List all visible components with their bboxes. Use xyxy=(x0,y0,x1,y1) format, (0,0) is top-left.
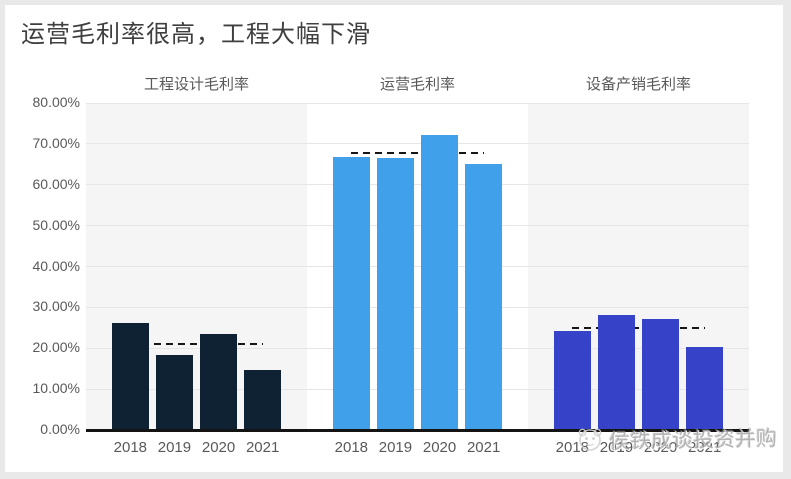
x-axis-tick-label: 2019 xyxy=(157,439,192,456)
bar xyxy=(685,347,724,430)
x-axis-tick-label: 2020 xyxy=(643,439,678,456)
chart-group-title: 工程设计毛利率 xyxy=(143,76,249,93)
x-axis-tick-label: 2018 xyxy=(555,439,590,456)
y-axis-tick-label: 30.00% xyxy=(32,298,80,315)
bar xyxy=(597,314,636,430)
gridline xyxy=(86,388,749,390)
chart-title: 运营毛利率很高，工程大幅下滑 xyxy=(21,21,371,48)
gridline xyxy=(86,184,749,186)
x-axis-tick-label: 2018 xyxy=(334,439,369,456)
bar xyxy=(641,318,680,430)
bar xyxy=(376,157,415,430)
x-axis-tick-label: 2018 xyxy=(113,439,148,456)
gridline xyxy=(86,225,749,227)
gridline xyxy=(86,347,749,349)
average-dashed-line xyxy=(351,152,484,155)
x-axis-line xyxy=(86,429,749,432)
bar xyxy=(464,163,503,430)
chart-group-title: 设备产销毛利率 xyxy=(585,76,691,93)
bar xyxy=(155,354,194,430)
chart-group-title: 运营毛利率 xyxy=(379,76,455,93)
y-axis-tick-label: 80.00% xyxy=(32,94,80,110)
x-axis-tick-label: 2021 xyxy=(245,439,280,456)
y-axis-tick-label: 20.00% xyxy=(32,339,80,356)
bar xyxy=(332,156,371,430)
bar xyxy=(553,331,592,430)
y-axis-tick-label: 50.00% xyxy=(32,216,80,233)
y-axis-tick-label: 10.00% xyxy=(32,380,80,397)
gridline xyxy=(86,306,749,308)
average-dashed-line xyxy=(572,326,705,329)
y-axis-tick-label: 40.00% xyxy=(32,257,80,274)
x-axis-tick-label: 2021 xyxy=(687,439,722,456)
y-axis-tick-label: 60.00% xyxy=(32,175,80,192)
x-axis-tick-label: 2019 xyxy=(378,439,413,456)
y-axis-tick-label: 0.00% xyxy=(40,421,80,437)
bar xyxy=(420,135,459,430)
bar xyxy=(199,333,238,430)
y-axis-tick-label: 70.00% xyxy=(32,134,80,151)
plot-area xyxy=(86,102,749,430)
gridline xyxy=(86,266,749,267)
x-axis-tick-label: 2020 xyxy=(422,439,457,456)
gridline xyxy=(86,102,749,104)
bar xyxy=(111,322,150,430)
average-dashed-line xyxy=(130,343,263,346)
x-axis-tick-label: 2021 xyxy=(466,439,501,456)
x-axis-tick-label: 2020 xyxy=(201,439,236,456)
bar xyxy=(243,370,282,430)
chart-canvas: 运营毛利率很高，工程大幅下滑 侯铁成谈投资并购 0.00% 10.00% 20.00… xyxy=(5,5,783,472)
gridline xyxy=(86,143,749,145)
x-axis-tick-label: 2019 xyxy=(599,439,634,456)
